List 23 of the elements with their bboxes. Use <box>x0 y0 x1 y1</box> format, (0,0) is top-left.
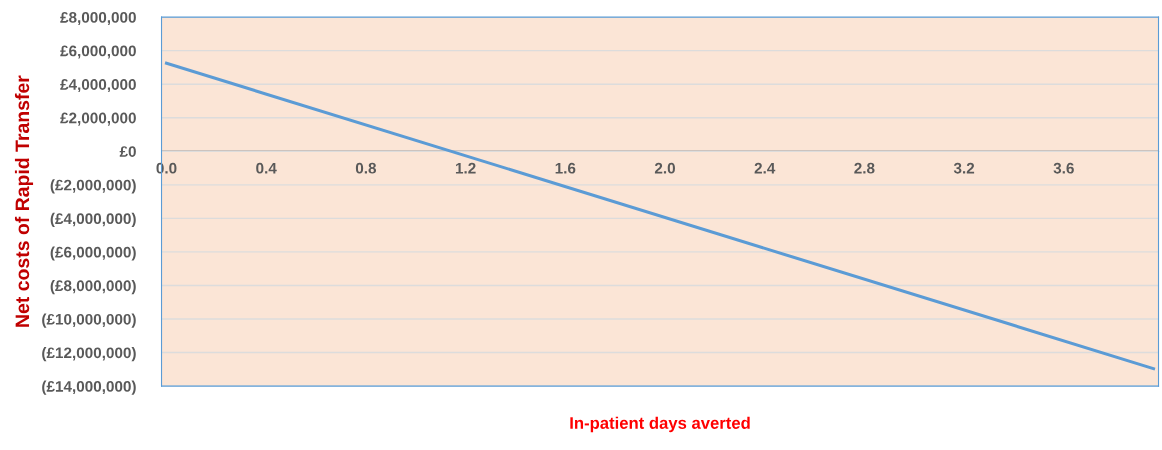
y-tick-label: £2,000,000 <box>60 112 136 126</box>
x-tick-label: 2.4 <box>754 162 776 174</box>
y-tick-label: (£6,000,000) <box>50 246 136 261</box>
x-axis-title: In-patient days averted <box>570 416 750 433</box>
x-tick-label: 1.6 <box>555 162 576 174</box>
y-tick-label: £6,000,000 <box>60 45 136 59</box>
y-tick-label: £8,000,000 <box>60 11 136 25</box>
x-tick-label: 2.0 <box>654 162 675 174</box>
x-tick-label: 0.8 <box>355 162 377 174</box>
y-tick-label: £0 <box>119 146 136 157</box>
x-tick-label: 3.2 <box>953 162 975 174</box>
x-tick-label: 3.6 <box>1053 162 1074 174</box>
y-tick-label: £4,000,000 <box>60 79 136 93</box>
x-tick-label: 1.2 <box>455 162 476 174</box>
y-axis-title: Net costs of Rapid Transfer <box>14 75 34 327</box>
y-tick-label: (£12,000,000) <box>42 347 136 362</box>
y-tick-label: (£2,000,000) <box>50 179 136 194</box>
x-tick-label: 0.4 <box>256 162 277 174</box>
y-tick-label: (£8,000,000) <box>50 279 136 295</box>
y-tick-label: (£4,000,000) <box>50 212 136 228</box>
y-tick-label: (£14,000,000) <box>42 380 136 395</box>
y-tick-label: (£10,000,000) <box>42 313 136 328</box>
x-tick-label: 2.8 <box>854 162 875 174</box>
